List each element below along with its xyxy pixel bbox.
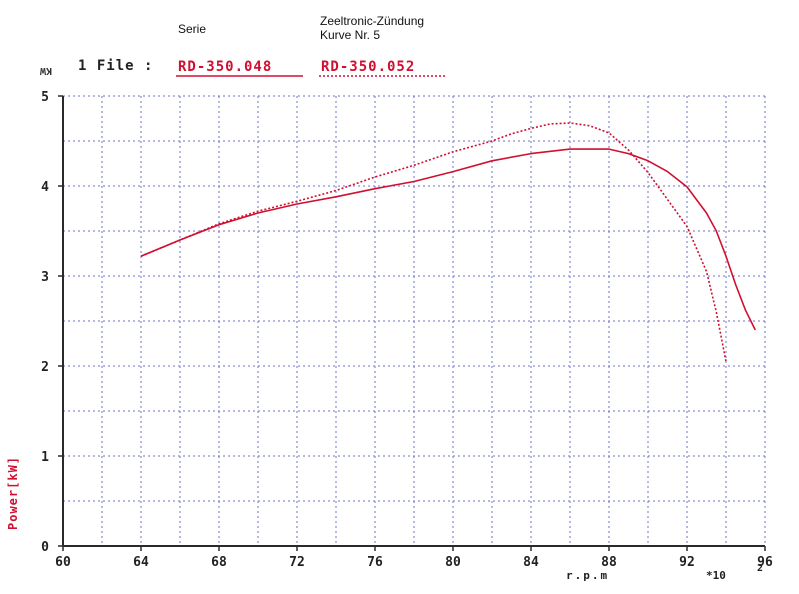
y-tick-label: 1 bbox=[41, 450, 49, 465]
x-tick-label: 92 bbox=[679, 555, 695, 570]
x-tick-label: 84 bbox=[523, 555, 539, 570]
ignition-label-line2: Kurve Nr. 5 bbox=[320, 28, 381, 42]
tick-labels: 60 64 68 72 76 80 84 88 92 96 0 1 2 3 4 5 bbox=[41, 90, 773, 570]
x-tick-label: 60 bbox=[55, 555, 71, 570]
x-tick-label: 68 bbox=[211, 555, 227, 570]
serie-label-box: Serie bbox=[175, 22, 248, 44]
series-lines bbox=[140, 122, 757, 362]
legend-file-2: RD-350.052 bbox=[321, 59, 416, 75]
ignition-label-box: Zeeltronic-Zündung Kurve Nr. 5 bbox=[318, 14, 435, 50]
y-tick-label: 5 bbox=[41, 90, 49, 105]
y-tick-label: 0 bbox=[41, 540, 49, 555]
x-axis-multiplier-exponent: 2 bbox=[757, 563, 764, 574]
x-tick-label: 64 bbox=[133, 555, 149, 570]
file-title: 1 File : bbox=[78, 58, 154, 74]
legend-file-1: RD-350.048 bbox=[178, 59, 273, 75]
unit-top-label: KW bbox=[40, 65, 53, 76]
y-axis-label: Power[kW] bbox=[6, 455, 20, 530]
x-axis-label: r.p.m bbox=[566, 569, 610, 582]
y-tick-label: 4 bbox=[41, 180, 49, 195]
ignition-label-line1: Zeeltronic-Zündung bbox=[320, 14, 425, 28]
x-tick-label: 88 bbox=[601, 555, 617, 570]
y-tick-label: 2 bbox=[41, 360, 49, 375]
grid bbox=[63, 95, 766, 546]
serie-label: Serie bbox=[178, 22, 207, 36]
y-tick-label: 3 bbox=[41, 270, 49, 285]
series-line-2 bbox=[140, 122, 727, 362]
axes bbox=[58, 95, 766, 551]
x-tick-label: 80 bbox=[445, 555, 461, 570]
x-tick-label: 72 bbox=[289, 555, 305, 570]
series-line-1 bbox=[140, 148, 757, 331]
x-tick-label: 76 bbox=[367, 555, 383, 570]
x-axis-multiplier: *10 bbox=[706, 569, 726, 582]
x-tick-label: 96 bbox=[757, 555, 773, 570]
